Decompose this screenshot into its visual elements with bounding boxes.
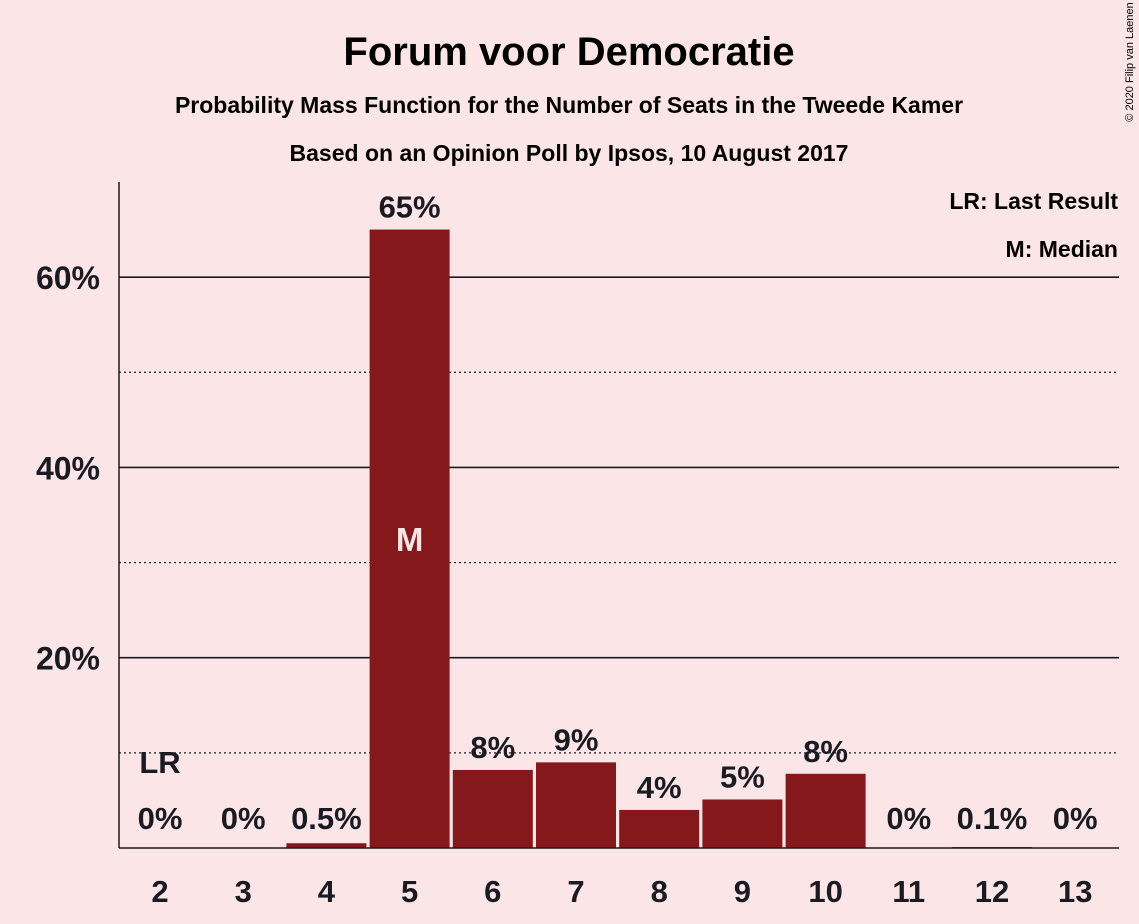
data-label: 8% <box>803 734 848 769</box>
gridlines <box>119 276 1119 754</box>
x-tick-label: 2 <box>151 874 168 909</box>
bar-seats-8 <box>619 809 700 848</box>
last-result-marker: LR <box>139 745 180 780</box>
data-label: 0% <box>886 801 931 836</box>
data-label: 65% <box>379 190 441 225</box>
data-label: 8% <box>470 730 515 765</box>
x-tick-label: 4 <box>318 874 336 909</box>
bar-seats-10 <box>785 773 866 848</box>
chart-subtitle-source: Based on an Opinion Poll by Ipsos, 10 Au… <box>290 140 849 166</box>
chart-title: Forum voor Democratie <box>343 30 794 74</box>
chart-subtitle: Probability Mass Function for the Number… <box>175 92 963 118</box>
x-tick-label: 3 <box>235 874 252 909</box>
legend-median: M: Median <box>1006 236 1118 262</box>
legend-last-result: LR: Last Result <box>949 188 1118 214</box>
x-tick-label: 11 <box>892 874 925 909</box>
bar-seats-6 <box>452 769 533 848</box>
x-tick-label: 8 <box>651 874 668 909</box>
x-tick-label: 10 <box>808 874 842 909</box>
data-labels: 0% 0% 0.5% 65% 8% 9% 4% 5% 8% 0% 0.1% 0% M LR <box>138 190 1098 836</box>
data-label: 0.1% <box>957 801 1028 836</box>
data-label: 9% <box>554 722 599 757</box>
bar-seats-4 <box>286 843 367 848</box>
data-label: 0% <box>1053 801 1098 836</box>
median-marker: M <box>396 521 424 558</box>
axis-ticks: 20% 40% 60% 2 3 4 5 6 7 8 9 10 11 12 13 <box>36 260 1092 909</box>
x-tick-label: 13 <box>1058 874 1092 909</box>
axes <box>118 182 1119 849</box>
x-tick-label: 9 <box>734 874 751 909</box>
y-tick-label: 40% <box>36 450 100 486</box>
data-label: 0% <box>221 801 266 836</box>
y-tick-label: 20% <box>36 641 100 677</box>
x-tick-label: 12 <box>975 874 1009 909</box>
bar-seats-7 <box>536 762 616 848</box>
y-tick-label: 60% <box>36 260 100 296</box>
data-label: 0.5% <box>291 801 362 836</box>
bars <box>286 229 1032 849</box>
x-tick-label: 7 <box>567 874 584 909</box>
data-label: 4% <box>637 770 682 805</box>
bar-seats-9 <box>702 799 783 848</box>
bar-seats-5 <box>369 229 450 849</box>
data-label: 0% <box>138 801 183 836</box>
x-tick-label: 5 <box>401 874 418 909</box>
x-tick-label: 6 <box>484 874 501 909</box>
copyright-notice: © 2020 Filip van Laenen <box>1124 2 1136 121</box>
data-label: 5% <box>720 759 765 794</box>
